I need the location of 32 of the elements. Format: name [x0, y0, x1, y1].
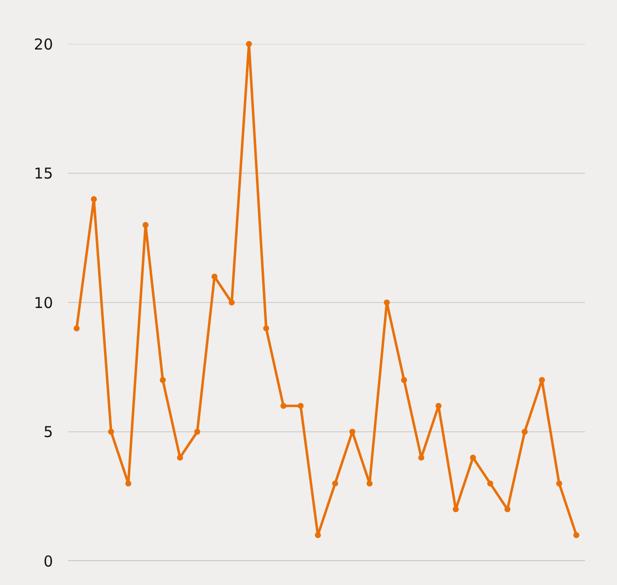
- point: [125, 480, 132, 486]
- y-tick-label: 0: [43, 552, 53, 570]
- point: [452, 506, 459, 512]
- point: [470, 454, 476, 461]
- point: [384, 300, 390, 306]
- point: [246, 41, 252, 47]
- point: [436, 402, 442, 409]
- point: [263, 325, 270, 332]
- point: [314, 532, 321, 538]
- point: [556, 480, 562, 486]
- y-tick-label: 10: [34, 294, 53, 312]
- point: [332, 480, 338, 486]
- point: [74, 325, 80, 332]
- point: [573, 532, 580, 538]
- point: [418, 454, 424, 461]
- point: [298, 402, 304, 409]
- y-tick-label: 20: [34, 35, 53, 54]
- point: [280, 402, 286, 409]
- point: [108, 428, 114, 435]
- point: [522, 428, 528, 435]
- point: [504, 506, 510, 512]
- point: [177, 454, 184, 461]
- point: [160, 377, 166, 384]
- point: [487, 480, 494, 486]
- point: [142, 222, 149, 228]
- point: [194, 428, 200, 435]
- point: [401, 377, 408, 384]
- point: [211, 274, 218, 280]
- y-tick-label: 5: [43, 423, 53, 441]
- point: [90, 196, 97, 202]
- point: [228, 300, 235, 306]
- y-tick-label: 15: [34, 164, 53, 182]
